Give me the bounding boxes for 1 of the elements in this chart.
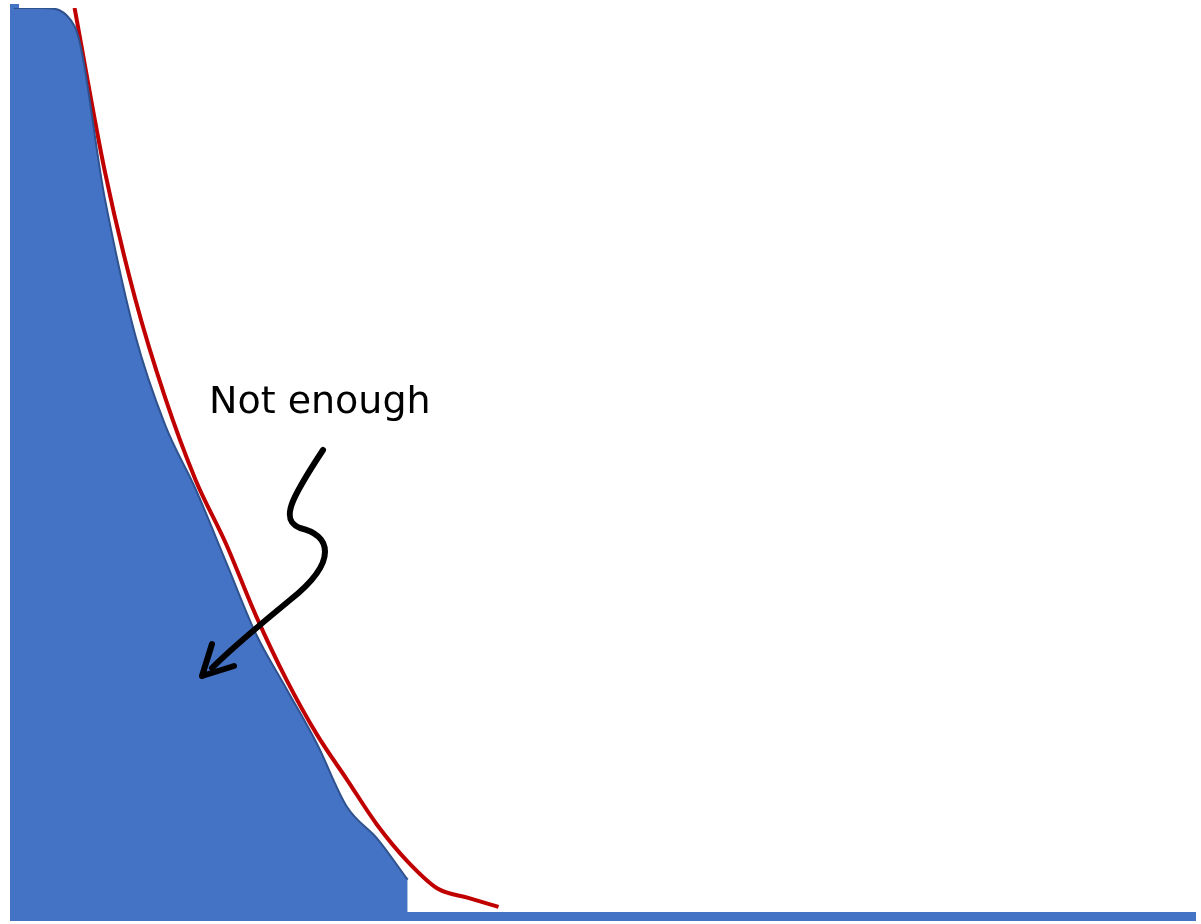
- annotation: Not enough: [209, 378, 431, 422]
